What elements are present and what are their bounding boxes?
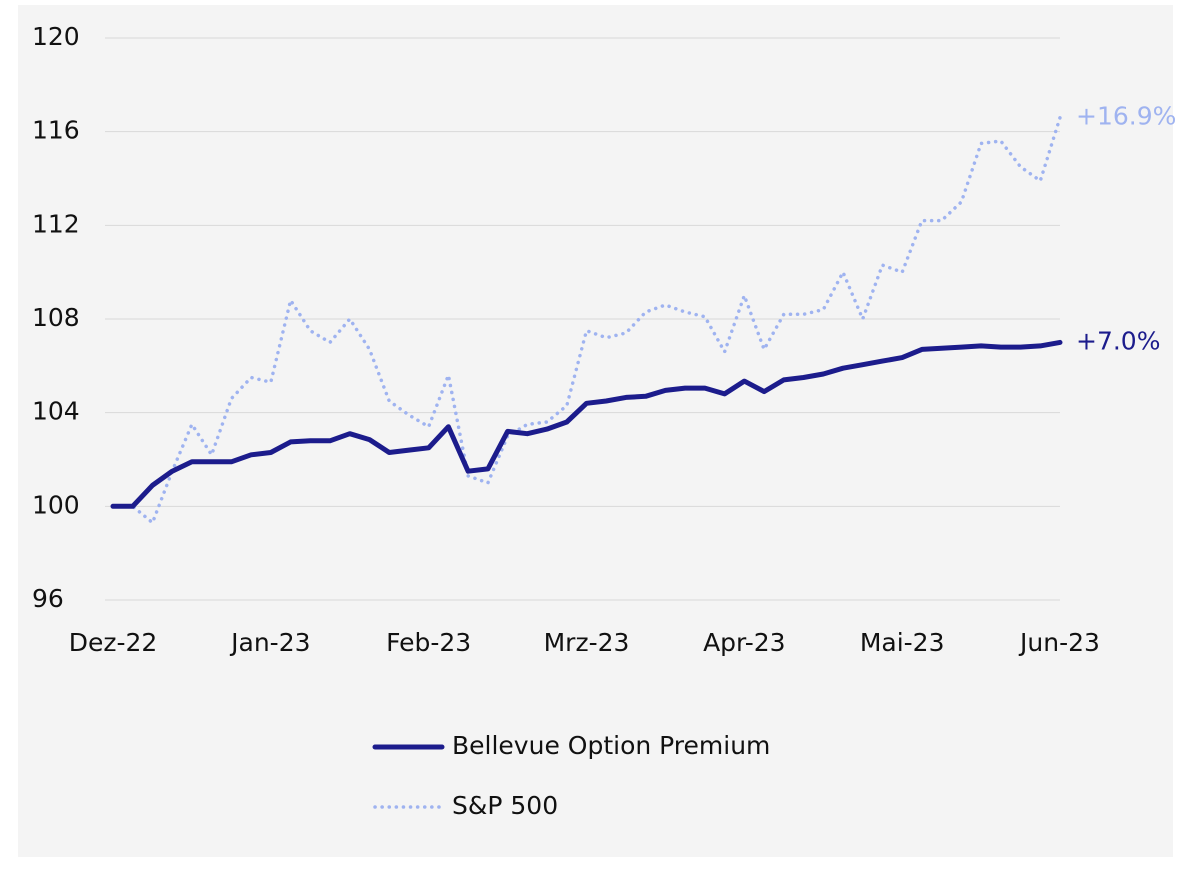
end-label: +16.9% bbox=[1076, 102, 1176, 131]
end-label: +7.0% bbox=[1076, 326, 1160, 355]
x-tick-label: Jun-23 bbox=[1018, 628, 1100, 657]
x-tick-label: Dez-22 bbox=[69, 628, 158, 657]
x-tick-label: Jan-23 bbox=[229, 628, 310, 657]
legend-label: S&P 500 bbox=[452, 791, 558, 820]
y-tick-label: 100 bbox=[32, 490, 80, 519]
x-tick-label: Feb-23 bbox=[386, 628, 471, 657]
x-tick-label: Mrz-23 bbox=[544, 628, 630, 657]
x-tick-label: Mai-23 bbox=[860, 628, 945, 657]
chart-background bbox=[18, 5, 1173, 857]
y-tick-label: 96 bbox=[32, 584, 64, 613]
x-tick-label: Apr-23 bbox=[703, 628, 785, 657]
series-line bbox=[111, 115, 1062, 525]
y-tick-label: 112 bbox=[32, 209, 80, 238]
series-line bbox=[110, 339, 1063, 509]
legend-label: Bellevue Option Premium bbox=[452, 731, 770, 760]
y-tick-label: 104 bbox=[32, 397, 80, 426]
y-tick-label: 120 bbox=[32, 22, 80, 51]
y-tick-label: 116 bbox=[32, 116, 80, 145]
y-tick-label: 108 bbox=[32, 303, 80, 332]
